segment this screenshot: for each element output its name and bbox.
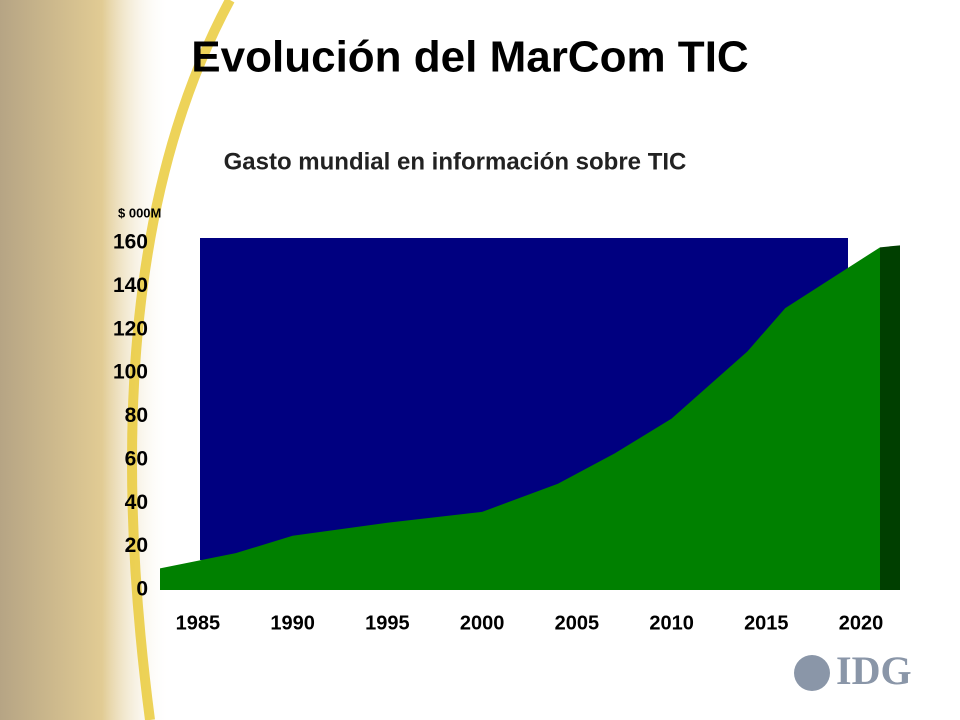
y-tick-label: 20 <box>125 534 148 557</box>
y-tick-label: 100 <box>113 361 148 384</box>
logo-globe <box>794 655 830 691</box>
slide-title: Evolución del MarCom TIC <box>191 33 748 82</box>
logo-text: IDG <box>836 648 912 693</box>
y-tick-label: 140 <box>113 274 148 297</box>
x-tick-label: 1995 <box>365 612 410 634</box>
y-tick-label: 0 <box>136 578 148 601</box>
logo: IDG <box>794 648 912 693</box>
x-tick-label: 2015 <box>744 612 789 634</box>
decorative-arc <box>127 0 235 720</box>
y-tick-label: 40 <box>125 491 148 514</box>
y-tick-label: 120 <box>113 317 148 340</box>
x-tick-label: 2005 <box>555 612 600 634</box>
x-tick-label: 2000 <box>460 612 505 634</box>
x-tick-label: 2020 <box>839 612 884 634</box>
y-tick-label: 80 <box>125 404 148 427</box>
area-side <box>880 245 900 590</box>
area <box>160 247 880 590</box>
y-axis-label: $ 000M <box>118 205 161 220</box>
x-tick-label: 2010 <box>649 612 694 634</box>
x-tick-label: 1985 <box>176 612 221 634</box>
y-tick-label: 160 <box>113 231 148 254</box>
chart-title: Gasto mundial en información sobre TIC <box>224 148 687 175</box>
x-tick-label: 1990 <box>270 612 315 634</box>
y-tick-label: 60 <box>125 447 148 470</box>
